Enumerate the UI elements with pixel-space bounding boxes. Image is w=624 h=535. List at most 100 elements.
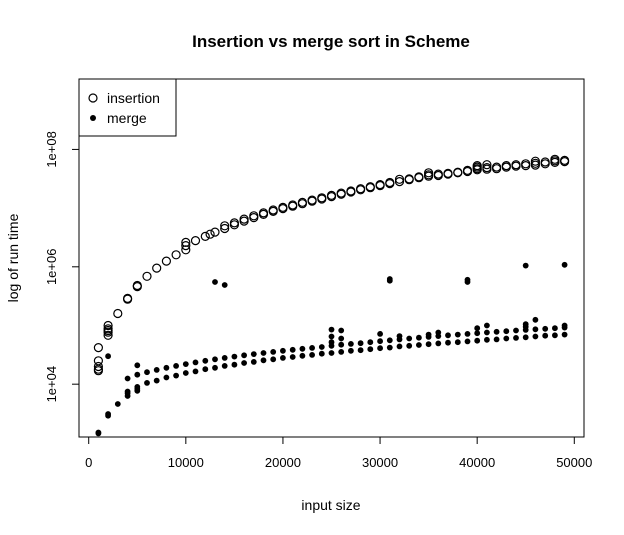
merge-point	[124, 388, 131, 395]
insertion-point	[540, 157, 550, 167]
insertion-point	[385, 177, 395, 188]
insertion-point	[278, 202, 288, 212]
merge-point	[328, 333, 335, 340]
insertion-point	[550, 154, 560, 164]
insertion-point	[326, 190, 337, 200]
merge-point	[328, 339, 335, 346]
y-axis: 1e+04 1e+06 1e+08	[44, 131, 80, 403]
y-tick-label: 1e+08	[44, 131, 59, 168]
insertion-point	[122, 293, 133, 303]
merge-point	[464, 338, 471, 345]
merge-point	[163, 364, 170, 371]
insertion-point	[205, 229, 215, 239]
merge-point	[464, 331, 471, 337]
data-points	[93, 154, 570, 437]
merge-point	[134, 371, 141, 378]
insertion-point	[443, 168, 453, 178]
merge-point	[503, 328, 510, 335]
merge-point	[377, 338, 383, 345]
merge-point	[425, 331, 432, 338]
merge-point	[134, 362, 141, 369]
merge-point	[377, 345, 383, 352]
insertion-point	[394, 177, 405, 187]
legend-label-merge: merge	[107, 110, 147, 126]
merge-point	[328, 350, 335, 356]
merge-point	[561, 261, 568, 268]
merge-point	[134, 384, 141, 390]
merge-point	[513, 335, 519, 341]
insertion-point	[229, 218, 239, 228]
merge-point	[299, 352, 306, 359]
insertion-point	[521, 159, 531, 169]
merge-point	[532, 326, 539, 333]
merge-point	[212, 364, 218, 371]
insertion-point	[103, 324, 113, 334]
merge-point	[493, 328, 500, 335]
merge-point	[105, 411, 111, 417]
insertion-point	[356, 184, 366, 194]
merge-point	[105, 353, 111, 360]
merge-point	[464, 276, 471, 283]
merge-point	[386, 344, 393, 351]
merge-point	[522, 334, 529, 341]
merge-point	[270, 356, 277, 363]
merge-point	[454, 331, 461, 338]
merge-point	[445, 339, 451, 346]
merge-point	[299, 345, 306, 352]
merge-point	[144, 380, 150, 386]
merge-point	[318, 344, 325, 350]
insertion-point	[317, 193, 327, 203]
merge-point	[289, 354, 296, 360]
merge-point	[338, 327, 345, 334]
merge-point	[552, 325, 558, 332]
merge-point	[182, 370, 189, 376]
merge-point	[250, 351, 257, 357]
insertion-point	[521, 161, 531, 171]
insertion-point	[210, 227, 220, 237]
insertion-point	[482, 160, 492, 170]
legend-box	[78, 78, 177, 137]
merge-point	[318, 350, 325, 357]
insertion-point	[482, 163, 492, 173]
merge-point	[231, 353, 238, 360]
merge-point	[270, 349, 277, 355]
merge-point	[348, 347, 354, 354]
merge-point	[532, 316, 539, 323]
merge-point	[425, 341, 432, 348]
insertion-point	[394, 174, 405, 184]
insertion-point	[190, 236, 201, 246]
merge-point	[241, 360, 248, 366]
y-tick-label: 1e+04	[44, 366, 59, 403]
legend: insertion merge	[78, 78, 177, 137]
x-axis: 0 10000 20000 30000 40000 50000	[85, 436, 592, 470]
merge-point	[338, 341, 345, 348]
merge-point	[561, 331, 568, 338]
merge-point	[328, 326, 335, 333]
x-tick-label: 10000	[168, 455, 204, 470]
merge-point	[474, 325, 481, 332]
merge-point	[202, 357, 209, 364]
insertion-point	[404, 174, 414, 184]
insertion-point	[365, 182, 375, 192]
merge-point	[445, 332, 451, 339]
insertion-point	[258, 208, 269, 218]
insertion-point	[530, 156, 541, 166]
merge-point	[542, 325, 549, 332]
merge-point	[260, 357, 267, 364]
merge-point	[522, 262, 529, 269]
y-tick-label: 1e+06	[44, 249, 59, 286]
insertion-point	[181, 237, 191, 247]
merge-point	[192, 359, 199, 366]
merge-point	[522, 321, 529, 328]
insertion-point	[336, 188, 346, 198]
merge-point	[348, 341, 354, 347]
merge-point	[542, 332, 549, 339]
merge-point	[280, 347, 286, 354]
insertion-point	[220, 221, 230, 231]
x-axis-label: input size	[301, 497, 360, 513]
merge-point	[221, 282, 228, 288]
insertion-point	[113, 308, 123, 319]
merge-point	[173, 363, 180, 369]
merge-point	[202, 366, 209, 373]
